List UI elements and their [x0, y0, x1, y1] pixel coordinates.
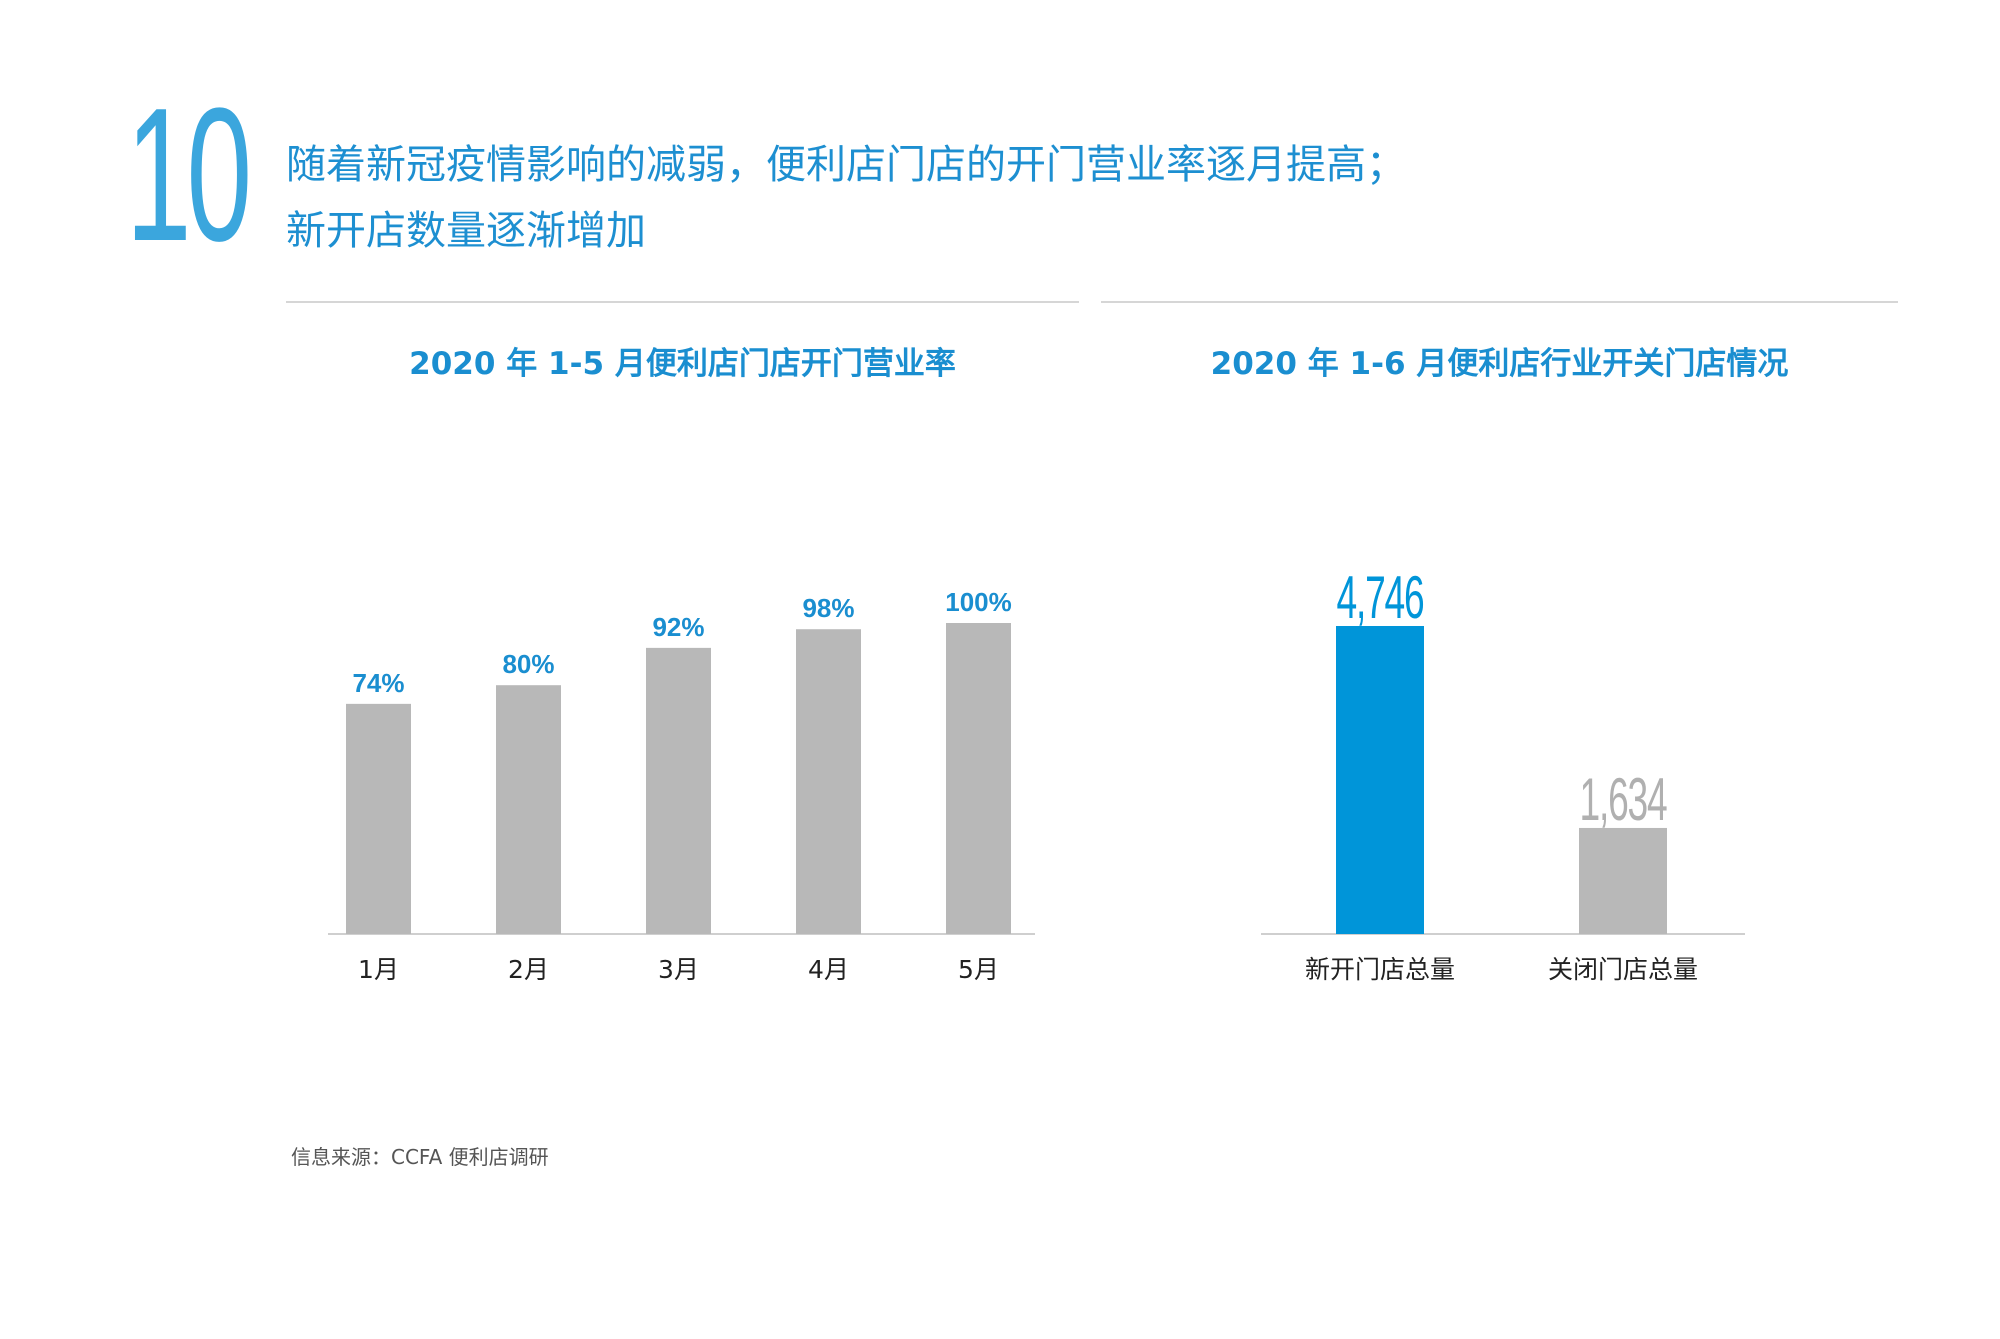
chart-1-data-label: 98% — [802, 593, 854, 623]
chart-1-category-label: 4月 — [808, 955, 849, 984]
chart-1-bar — [946, 623, 1011, 934]
chart-1-data-label: 92% — [652, 612, 704, 642]
chart-1-data-label: 100% — [945, 587, 1012, 617]
chart-2-title: 2020 年 1-6 月便利店行业开关门店情况 — [1210, 346, 1789, 382]
chart-2-bar — [1579, 827, 1667, 934]
left-divider — [286, 301, 1079, 303]
chart-2-data-label: 1,634 — [1580, 766, 1668, 833]
chart-1-bar — [646, 647, 711, 934]
chart-1-data-label: 80% — [502, 649, 554, 679]
chart-1-title: 2020 年 1-5 月便利店门店开门营业率 — [409, 346, 956, 382]
chart-1-category-label: 1月 — [358, 955, 399, 984]
page-number: 10 — [126, 69, 252, 281]
chart-1-category-label: 2月 — [508, 955, 549, 984]
source-note: 信息来源：CCFA 便利店调研 — [291, 1145, 549, 1169]
chart-1-data-label: 74% — [352, 668, 404, 698]
page-headline: 随着新冠疫情影响的减弱，便利店门店的开门营业率逐月提高； 新开店数量逐渐增加 — [286, 132, 1406, 264]
chart-1-bar — [796, 629, 861, 934]
chart-2-category-label: 关闭门店总量 — [1548, 955, 1698, 984]
chart-1-bar — [496, 685, 561, 934]
chart-1-bar — [346, 703, 411, 934]
chart-2-bar — [1336, 626, 1424, 934]
chart-2-category-label: 新开门店总量 — [1305, 955, 1455, 984]
headline-line-2: 新开店数量逐渐增加 — [286, 208, 646, 254]
right-divider — [1101, 301, 1898, 303]
chart-2-data-label: 4,746 — [1337, 564, 1424, 631]
chart-1-category-label: 3月 — [658, 955, 699, 984]
chart-1-category-label: 5月 — [958, 955, 999, 984]
headline-line-1: 随着新冠疫情影响的减弱，便利店门店的开门营业率逐月提高； — [286, 142, 1406, 188]
